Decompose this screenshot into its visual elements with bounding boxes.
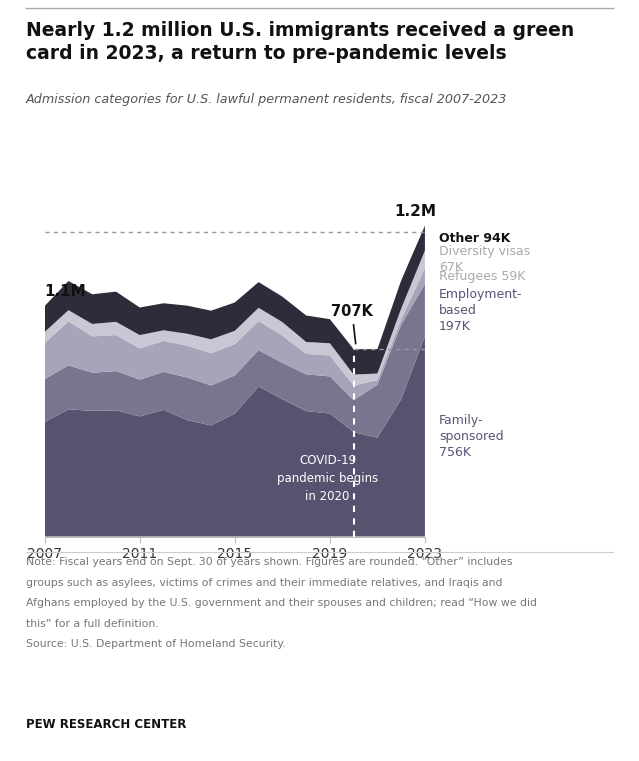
Text: PEW RESEARCH CENTER: PEW RESEARCH CENTER [26,718,186,731]
Text: Employment-
based
197K: Employment- based 197K [439,288,523,333]
Text: 707K: 707K [331,304,373,344]
Text: Source: U.S. Department of Homeland Security.: Source: U.S. Department of Homeland Secu… [26,639,285,649]
Text: Nearly 1.2 million U.S. immigrants received a green
card in 2023, a return to pr: Nearly 1.2 million U.S. immigrants recei… [26,21,574,63]
Text: Refugees 59K: Refugees 59K [439,269,525,282]
Text: Admission categories for U.S. lawful permanent residents, fiscal 2007-2023: Admission categories for U.S. lawful per… [26,93,507,106]
Text: 1.1M: 1.1M [45,285,86,299]
Text: Afghans employed by the U.S. government and their spouses and children; read “Ho: Afghans employed by the U.S. government … [26,598,537,608]
Text: groups such as asylees, victims of crimes and their immediate relatives, and Ira: groups such as asylees, victims of crime… [26,578,502,587]
Text: 1.2M: 1.2M [394,204,436,219]
Text: Family-
sponsored
756K: Family- sponsored 756K [439,414,504,459]
Text: Note: Fiscal years end on Sept. 30 of years shown. Figures are rounded. “Other” : Note: Fiscal years end on Sept. 30 of ye… [26,557,512,567]
Text: this” for a full definition.: this” for a full definition. [26,619,158,629]
Text: Other 94K: Other 94K [439,231,511,244]
Text: COVID-19
pandemic begins
in 2020: COVID-19 pandemic begins in 2020 [277,454,378,503]
Text: Diversity visas
67K: Diversity visas 67K [439,245,530,274]
